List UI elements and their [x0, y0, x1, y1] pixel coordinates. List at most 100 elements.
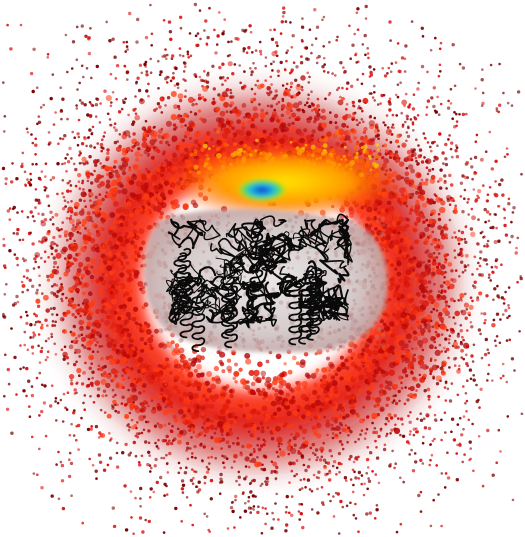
scatter-dot [123, 484, 127, 488]
shell-dot [235, 441, 240, 446]
scatter-dot [353, 32, 357, 36]
shell-dot [110, 212, 115, 218]
shell-dot [187, 96, 195, 104]
scatter-dot [360, 474, 364, 477]
shell-dot [141, 285, 146, 290]
shell-dot [255, 377, 262, 384]
shell-dot [325, 422, 331, 428]
scatter-dot [194, 34, 198, 38]
shell-dot [459, 250, 463, 255]
scatter-dot [26, 215, 30, 219]
scatter-dot [499, 450, 502, 453]
scatter-dot [64, 406, 67, 410]
shell-dot [201, 382, 205, 386]
shell-dot [110, 368, 117, 375]
shell-dot [427, 252, 434, 259]
shell-dot [82, 307, 89, 314]
shell-dot [328, 392, 334, 397]
scatter-dot [472, 374, 476, 377]
shell-dot [404, 308, 410, 314]
shell-dot [229, 389, 233, 394]
shell-dot [117, 316, 122, 321]
scatter-dot [429, 48, 433, 52]
scatter-dot [425, 105, 429, 109]
shell-dot [478, 291, 483, 296]
shell-dot [295, 361, 300, 366]
scatter-dot [196, 490, 200, 494]
shell-dot [439, 206, 446, 214]
shell-dot [159, 173, 165, 178]
shell-dot [383, 243, 389, 249]
shell-dot [156, 149, 161, 154]
shell-dot [102, 213, 109, 220]
scatter-dot [419, 510, 423, 513]
shell-dot [441, 325, 447, 331]
shell-dot [100, 356, 104, 361]
shell-dot [138, 344, 144, 350]
shell-dot [290, 447, 297, 455]
shell-dot [367, 377, 374, 384]
shell-dot [177, 93, 184, 100]
shell-dot [401, 368, 408, 374]
shell-dot [247, 120, 252, 125]
shell-dot [70, 331, 76, 337]
shell-dot [80, 246, 87, 253]
scatter-dot [13, 355, 17, 360]
shell-dot [321, 367, 327, 373]
shell-dot [184, 411, 189, 416]
shell-dot [170, 340, 175, 345]
shell-dot [432, 256, 436, 261]
shell-dot [256, 388, 261, 393]
shell-dot [414, 239, 419, 245]
shell-dot [294, 428, 300, 434]
scatter-dot [251, 494, 255, 498]
shell-dot [419, 377, 426, 383]
scatter-dot [71, 40, 76, 44]
shell-dot [187, 142, 194, 149]
shell-dot [166, 161, 172, 167]
scatter-dot [91, 463, 95, 467]
shell-dot [139, 173, 146, 179]
shell-dot [379, 331, 386, 337]
scatter-dot [67, 474, 72, 479]
shell-dot [463, 302, 470, 308]
shell-dot [374, 344, 379, 349]
shell-dot [202, 85, 209, 92]
shell-dot [117, 181, 123, 188]
shell-dot [411, 266, 416, 271]
shell-dot [218, 436, 223, 441]
scatter-dot [450, 417, 455, 421]
scatter-dot [149, 3, 152, 7]
shell-dot [438, 311, 443, 317]
shell-dot [106, 265, 113, 272]
shell-dot [368, 120, 375, 127]
shell-dot [312, 139, 317, 144]
scatter-dot [12, 232, 16, 235]
shell-dot [400, 317, 405, 322]
shell-dot [116, 261, 122, 266]
shell-dot [157, 196, 162, 200]
scatter-dot [356, 7, 360, 11]
scatter-dot [208, 6, 211, 10]
scatter-dot [461, 66, 466, 70]
shell-dot [129, 192, 134, 197]
scatter-dot [30, 133, 33, 136]
shell-dot [87, 191, 94, 198]
scatter-dot [20, 280, 24, 284]
scatter-dot [408, 103, 412, 106]
shell-dot [125, 328, 130, 332]
scatter-dot [477, 435, 481, 438]
shell-dot [151, 174, 158, 181]
shell-dot [46, 231, 51, 236]
shell-dot [115, 251, 121, 257]
shell-dot [399, 301, 406, 308]
shell-dot [394, 244, 399, 249]
scatter-dot [426, 70, 429, 74]
scatter-dot [301, 17, 304, 20]
scatter-dot [15, 393, 18, 396]
scatter-dot [150, 44, 153, 47]
shell-dot [260, 370, 267, 377]
scatter-dot [29, 71, 34, 76]
scatter-dot [38, 414, 41, 417]
scatter-dot [84, 34, 88, 38]
